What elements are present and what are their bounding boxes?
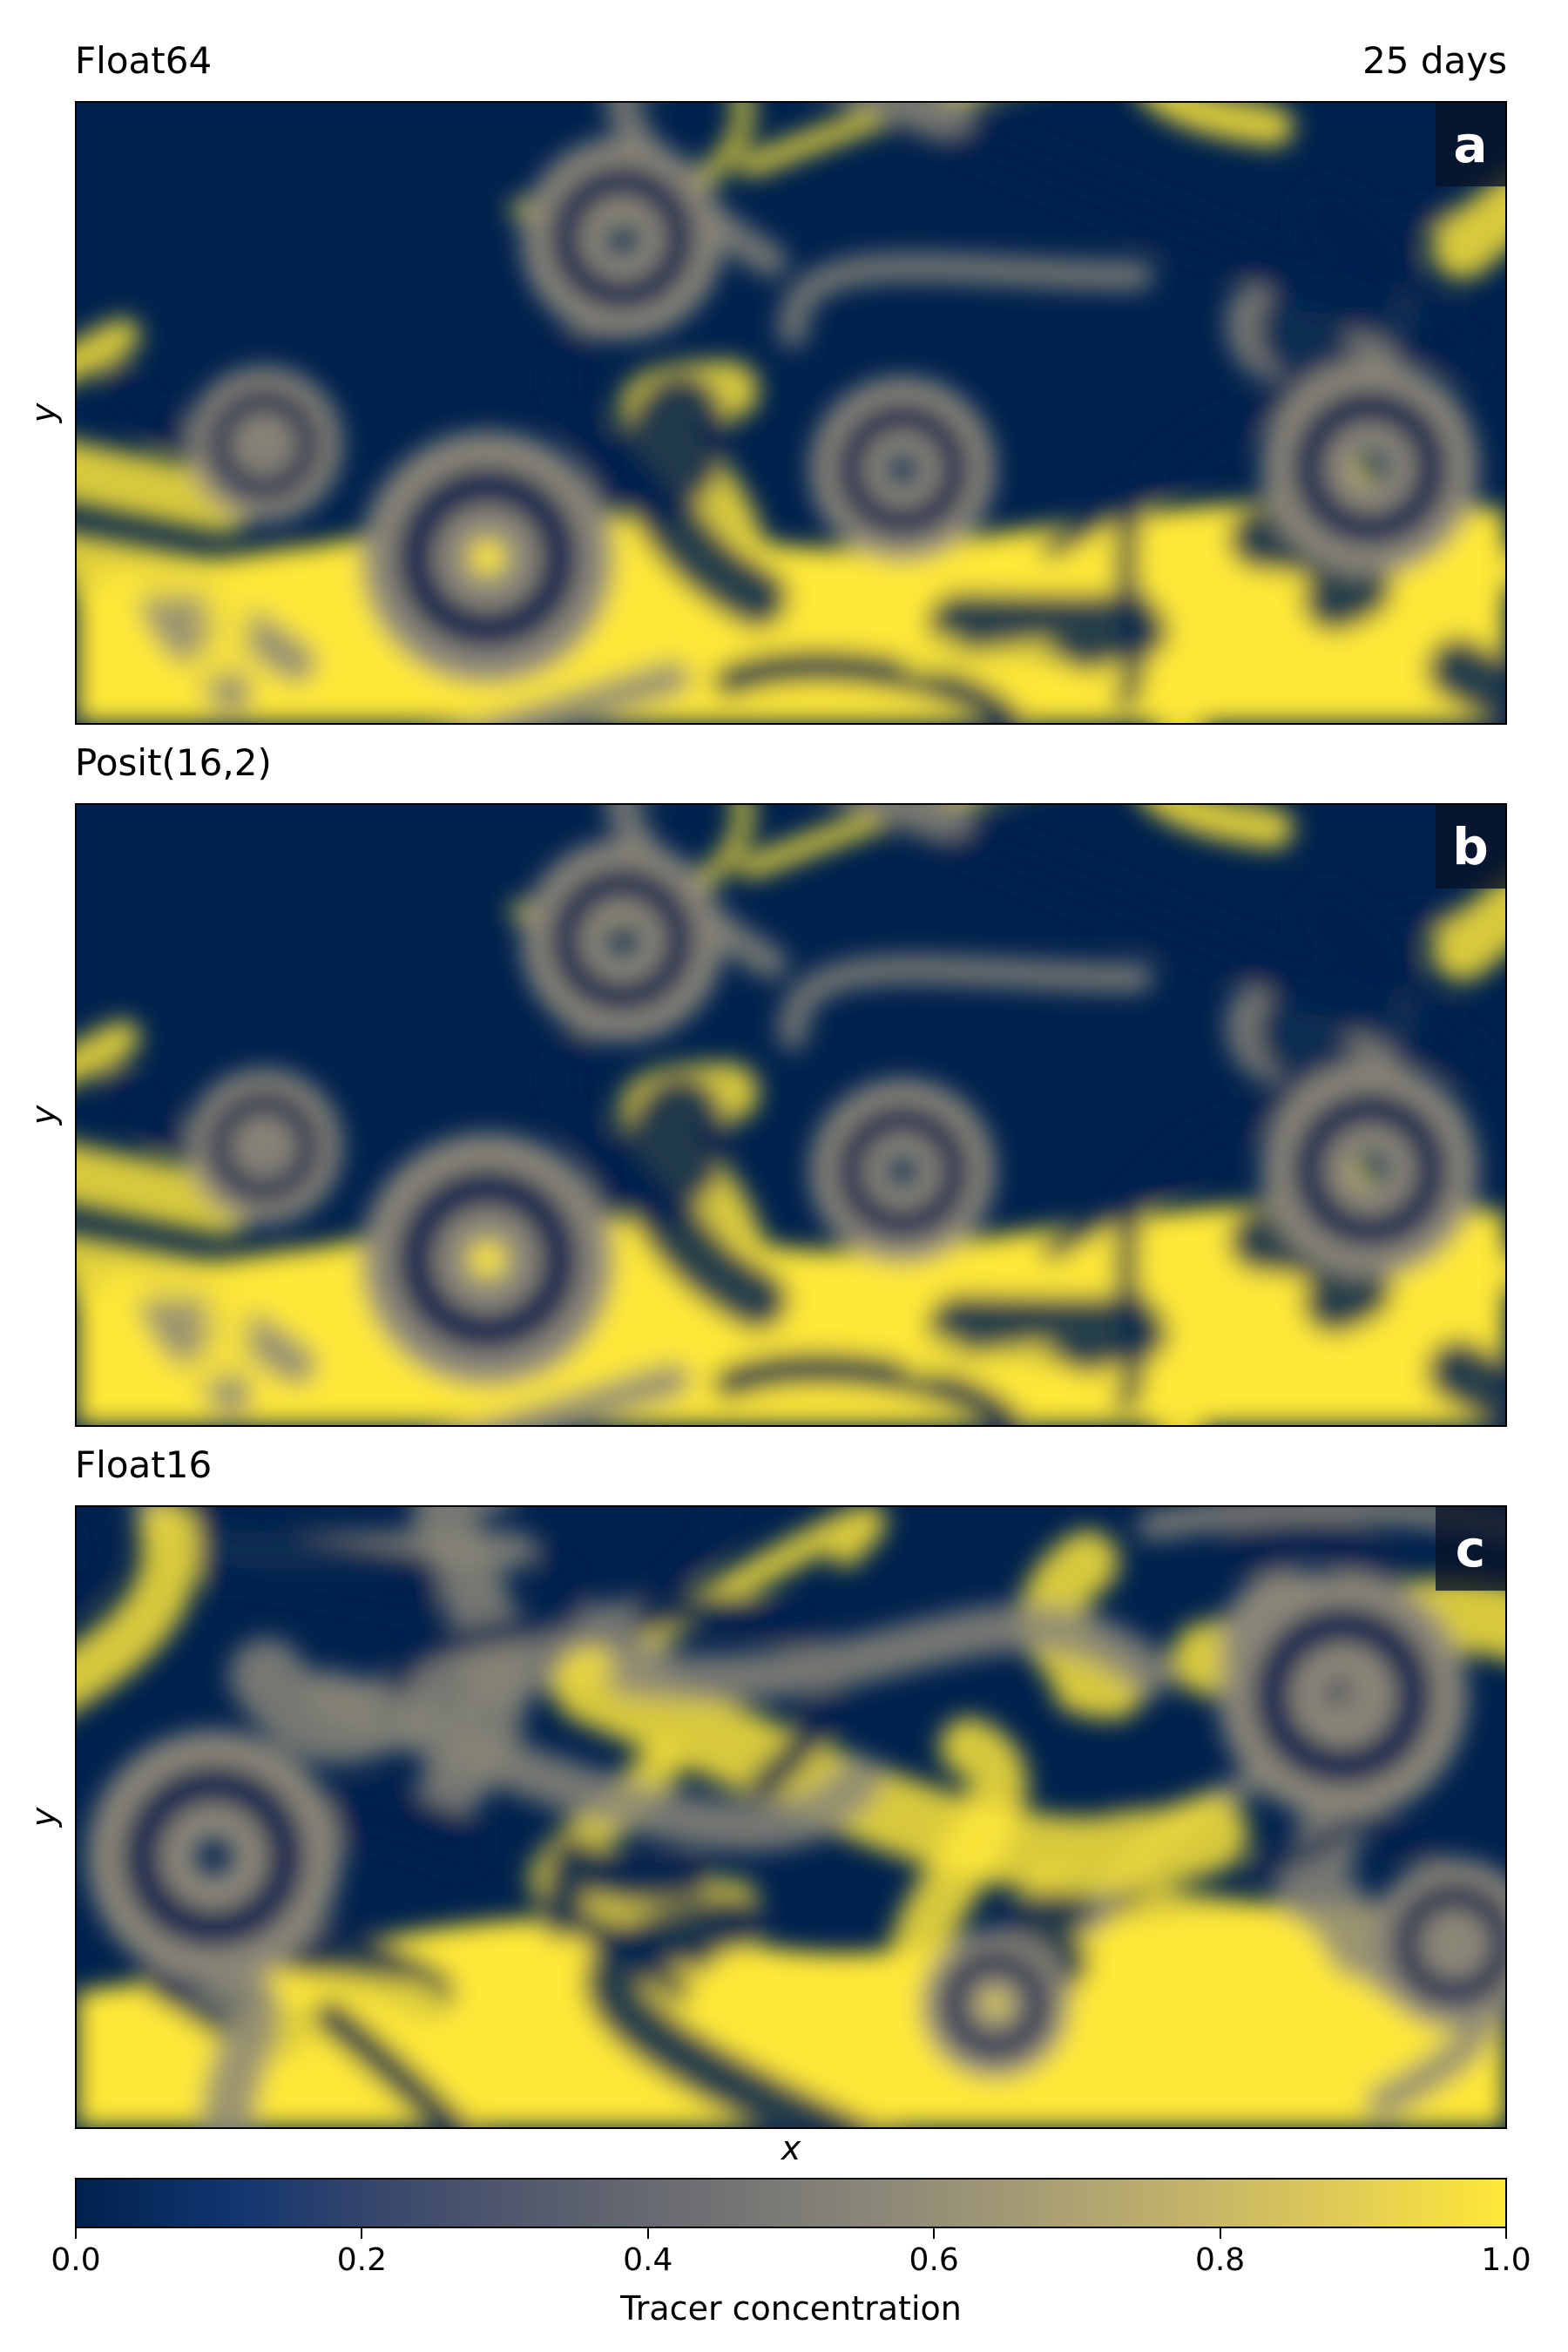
panel-a-ylabel: y [24, 402, 63, 423]
colorbar-label: Tracer concentration [620, 2289, 962, 2328]
panel-c-heatmap: c [75, 1505, 1507, 2129]
x-axis-label: x [781, 2129, 801, 2167]
panel-b-heatmap: b [75, 803, 1507, 1427]
colorbar-tick-label: 0.6 [909, 2242, 959, 2278]
panel-a-field [77, 103, 1505, 723]
panel-a-heatmap: a [75, 101, 1507, 725]
time-label: 25 days [1362, 39, 1507, 82]
colorbar-tick-label: 1.0 [1481, 2242, 1531, 2278]
panel-c-field [77, 1507, 1505, 2127]
colorbar-tick-label: 0.0 [51, 2242, 101, 2278]
panel-b-ylabel: y [24, 1105, 63, 1125]
panel-b-field [77, 805, 1505, 1425]
panel-b-title: Posit(16,2) [75, 741, 272, 784]
colorbar-tick-mark [361, 2228, 363, 2239]
colorbar-tick-label: 0.4 [623, 2242, 673, 2278]
colorbar-tick-mark [933, 2228, 936, 2239]
panel-b-label: b [1436, 805, 1505, 889]
colorbar-tick-label: 0.8 [1194, 2242, 1246, 2278]
panel-c-ylabel: y [24, 1807, 63, 1828]
colorbar-tick-mark [1219, 2228, 1221, 2239]
panel-c-label: c [1436, 1507, 1505, 1591]
colorbar-tick-mark [646, 2228, 649, 2239]
colorbar-tick-mark [75, 2228, 77, 2239]
panel-c-title: Float16 [75, 1443, 213, 1486]
colorbar [75, 2178, 1507, 2228]
colorbar-tick-mark [1505, 2228, 1507, 2239]
panel-a-title: Float64 [75, 39, 213, 82]
colorbar-tick-label: 0.2 [336, 2242, 388, 2278]
panel-a-label: a [1436, 103, 1505, 186]
